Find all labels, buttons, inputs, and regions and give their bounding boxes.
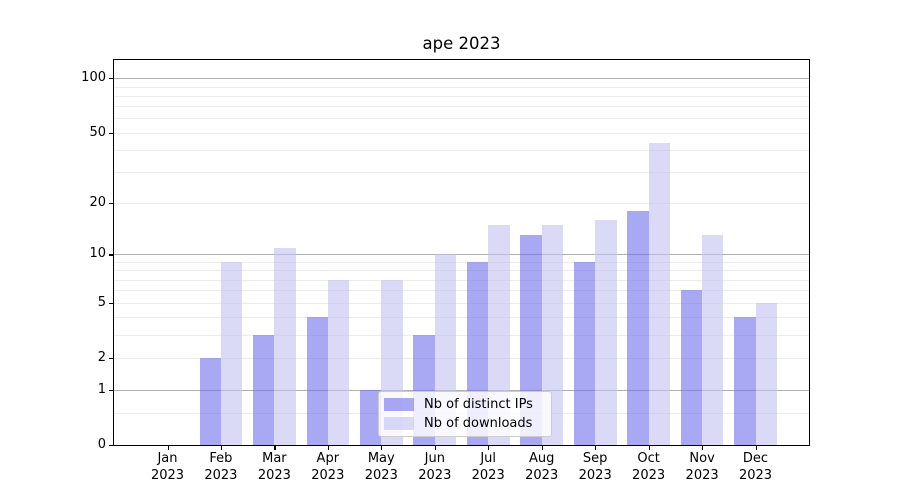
legend-swatch-distinct-ips bbox=[384, 398, 414, 412]
gridline-minor-20 bbox=[114, 203, 809, 204]
x-tick-apr bbox=[327, 446, 329, 450]
legend-item-downloads: Nb of downloads bbox=[384, 416, 545, 431]
gridline-minor-3 bbox=[114, 334, 809, 336]
x-tick-label-apr: Apr 2023 bbox=[311, 451, 345, 483]
y-tick-label-1: 1 bbox=[97, 381, 106, 397]
bar-distinct-ips-apr bbox=[306, 317, 328, 445]
y-tick-20 bbox=[109, 203, 113, 205]
y-tick-label-100: 100 bbox=[81, 70, 106, 86]
bar-downloads-mar bbox=[274, 247, 296, 445]
x-tick-label-jun: Jun 2023 bbox=[418, 451, 452, 483]
gridline-minor-2 bbox=[114, 357, 809, 359]
x-tick-jul bbox=[488, 446, 490, 450]
x-tick-label-may: May 2023 bbox=[364, 451, 398, 483]
y-tick-2 bbox=[109, 357, 113, 359]
gridline-minor-80 bbox=[114, 95, 809, 97]
x-tick-label-feb: Feb 2023 bbox=[204, 451, 238, 483]
y-tick-label-0: 0 bbox=[97, 437, 106, 452]
bar-distinct-ips-sep bbox=[573, 262, 596, 445]
x-tick-may bbox=[381, 446, 383, 450]
chart-title: ape 2023 bbox=[422, 34, 501, 53]
gridline-minor-9 bbox=[114, 262, 809, 263]
y-tick-50 bbox=[109, 132, 113, 134]
y-tick-5 bbox=[109, 302, 113, 304]
bar-downloads-feb bbox=[220, 262, 243, 445]
x-tick-aug bbox=[541, 446, 543, 450]
gridline-major-10 bbox=[114, 254, 809, 256]
bar-distinct-ips-may bbox=[359, 389, 382, 445]
x-tick-label-jul: Jul 2023 bbox=[471, 451, 505, 483]
gridline-minor-5 bbox=[114, 302, 809, 304]
x-tick-label-aug: Aug 2023 bbox=[525, 451, 559, 483]
x-tick-oct bbox=[648, 446, 650, 450]
y-tick-1 bbox=[109, 389, 113, 392]
x-tick-label-dec: Dec 2023 bbox=[738, 451, 773, 483]
gridline-minor-50 bbox=[114, 132, 809, 134]
bar-distinct-ips-mar bbox=[253, 334, 275, 445]
gridline-minor-7 bbox=[114, 279, 809, 281]
x-tick-label-mar: Mar 2023 bbox=[257, 451, 291, 483]
x-tick-label-jan: Jan 2023 bbox=[150, 451, 185, 483]
bar-distinct-ips-nov bbox=[680, 290, 703, 445]
x-tick-feb bbox=[220, 446, 223, 450]
legend: Nb of distinct IPs Nb of downloads bbox=[378, 391, 552, 437]
y-tick-0 bbox=[109, 445, 113, 447]
bar-downloads-dec bbox=[755, 302, 777, 445]
legend-swatch-downloads bbox=[384, 416, 414, 430]
gridline-minor-40 bbox=[114, 149, 809, 151]
plot-area-frame bbox=[113, 59, 810, 446]
y-tick-label-20: 20 bbox=[89, 195, 106, 210]
y-tick-10 bbox=[109, 254, 113, 256]
y-tick-label-2: 2 bbox=[97, 349, 106, 365]
gridline-minor-60 bbox=[114, 118, 809, 120]
bar-downloads-sep bbox=[595, 219, 617, 445]
gridline-minor-90 bbox=[114, 86, 809, 88]
legend-label-distinct-ips: Nb of distinct IPs bbox=[424, 397, 533, 413]
y-tick-label-10: 10 bbox=[89, 246, 106, 262]
legend-item-distinct-ips: Nb of distinct IPs bbox=[384, 397, 545, 412]
x-tick-dec bbox=[755, 446, 757, 450]
x-tick-nov bbox=[702, 446, 704, 450]
bar-downloads-oct bbox=[648, 142, 670, 445]
bar-downloads-jul bbox=[488, 224, 510, 445]
x-tick-label-nov: Nov 2023 bbox=[685, 451, 719, 483]
bar-distinct-ips-oct bbox=[627, 211, 649, 445]
x-tick-label-oct: Oct 2023 bbox=[632, 451, 666, 483]
gridline-major-1 bbox=[114, 389, 809, 391]
legend-label-downloads: Nb of downloads bbox=[424, 415, 533, 431]
gridline-minor-8 bbox=[114, 270, 809, 272]
gridline-minor-6 bbox=[114, 290, 809, 292]
gridline-major-100 bbox=[114, 78, 809, 80]
gridline-minor-30 bbox=[114, 172, 809, 174]
bar-downloads-nov bbox=[702, 235, 724, 445]
gridline-minor-4 bbox=[114, 317, 809, 319]
gridline-minor-70 bbox=[114, 106, 809, 108]
bar-distinct-ips-feb bbox=[199, 357, 221, 445]
bar-downloads-apr bbox=[327, 279, 350, 445]
y-tick-label-5: 5 bbox=[97, 294, 106, 310]
bar-downloads-aug bbox=[541, 224, 564, 445]
x-tick-jun bbox=[434, 446, 436, 450]
x-tick-label-sep: Sep 2023 bbox=[578, 451, 612, 483]
y-tick-100 bbox=[109, 78, 113, 80]
x-tick-mar bbox=[274, 446, 276, 450]
bar-distinct-ips-dec bbox=[734, 317, 756, 445]
y-tick-label-50: 50 bbox=[89, 124, 106, 140]
x-tick-jan bbox=[167, 446, 169, 450]
x-tick-sep bbox=[595, 446, 597, 450]
